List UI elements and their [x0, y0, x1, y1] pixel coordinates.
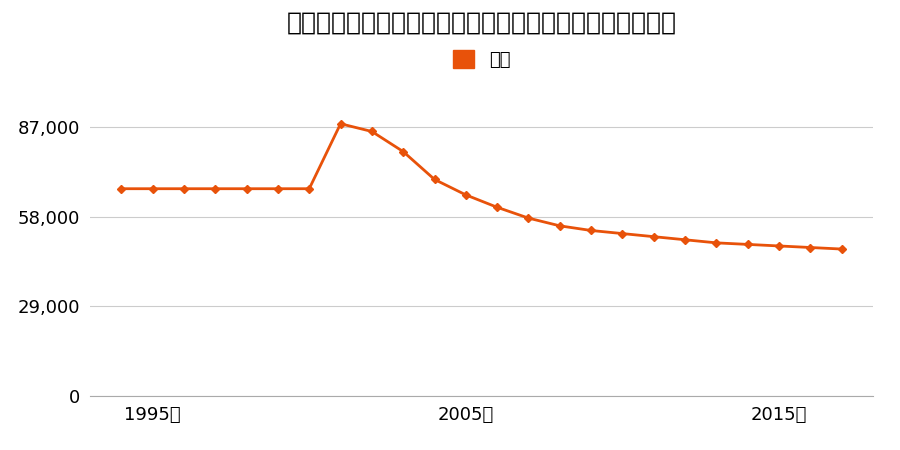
- Title: 富山県富山市下新町字本縄割１番２０３番７外の地価推移: 富山県富山市下新町字本縄割１番２０３番７外の地価推移: [286, 10, 677, 35]
- Legend: 価格: 価格: [446, 43, 518, 76]
